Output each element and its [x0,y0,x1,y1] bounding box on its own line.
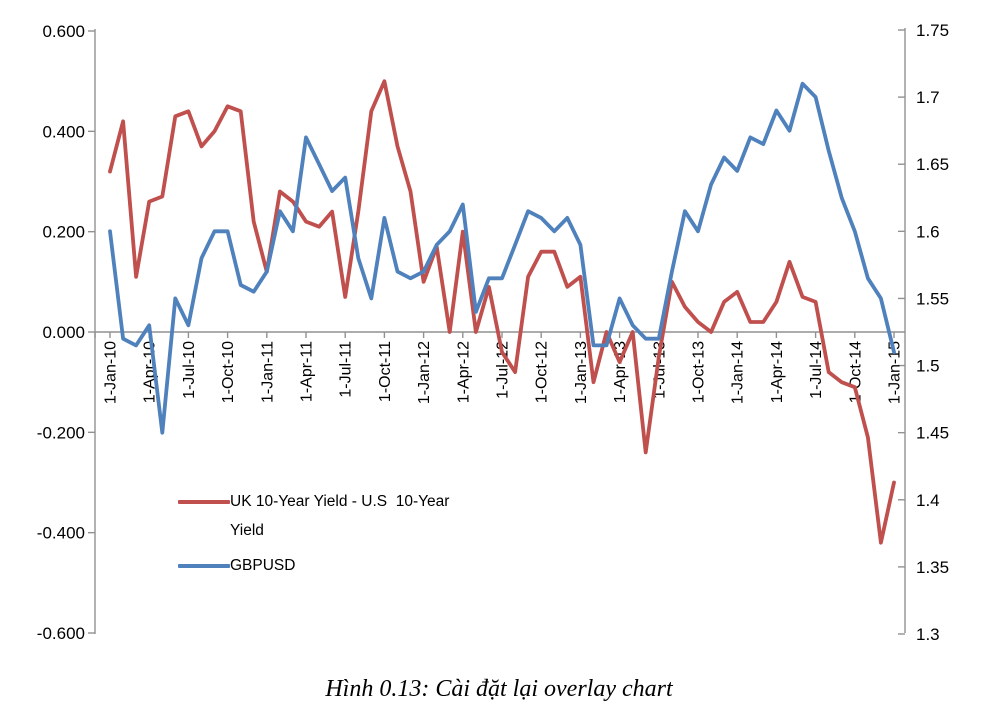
overlay-chart: 0.600 0.400 0.200 0.000 -0.200 -0.400 -0.600 1.… [37,21,949,644]
legend-label-yield-spread: UK 10-Year Yield - U.S 10-Year Yield [230,493,454,539]
x-axis-tick-label: 1-Apr-11 [299,341,316,402]
x-axis-tick-label: 1-Oct-10 [220,341,237,403]
right-axis-tick-label: 1.5 [916,357,940,376]
x-axis-tick-label: 1-Jul-11 [338,341,355,398]
right-axis-tick-label: 1.65 [916,155,949,174]
x-axis-tick-label: 1-Jul-14 [808,341,825,399]
x-axis-tick-label: 1-Jul-12 [495,341,512,399]
x-axis-tick-label: 1-Oct-12 [534,341,551,403]
left-axis-tick-label: 0.600 [42,22,85,41]
right-axis-tick-label: 1.45 [916,424,949,443]
x-axis-tick-label: 1-Jan-15 [887,341,904,404]
x-axis-tick-label: 1-Jul-10 [181,341,198,399]
left-axis-tick-label: -0.600 [37,624,85,643]
legend-item-yield-spread: UK 10-Year Yield - U.S 10-Year Yield [178,487,452,545]
right-axis-tick-label: 1.6 [916,222,940,241]
chart-legend: UK 10-Year Yield - U.S 10-Year Yield GBP… [178,487,452,580]
x-axis-tick-label: 1-Jan-11 [259,341,276,403]
right-axis-tick-label: 1.35 [916,558,949,577]
right-axis-tick-label: 1.3 [916,625,940,644]
right-axis-tick-label: 1.4 [916,491,940,510]
blue-line-swatch [178,564,230,568]
x-axis-tick-label: 1-Jan-14 [730,341,747,404]
series-line-yield-spread [108,79,896,545]
chart-caption: Hình 0.13: Cài đặt lại overlay chart [325,676,673,702]
x-axis-tick-label: 1-Oct-13 [691,341,708,403]
chart-canvas: 0.600 0.400 0.200 0.000 -0.200 -0.400 -0.600 1.… [37,21,949,644]
left-axis-tick-label: 0.200 [42,223,85,242]
right-axis-tick-label: 1.55 [916,289,949,308]
x-axis-tick-label: 1-Jan-13 [573,341,590,404]
right-axis-tick-label: 1.75 [916,21,949,40]
x-axis-tick-label: 1-Oct-11 [377,341,394,402]
legend-item-gbpusd: GBPUSD [178,551,452,580]
left-axis-tick-label: -0.200 [37,423,85,442]
series-line-gbpusd [108,81,896,435]
red-line-swatch [178,500,230,504]
x-axis-tick-label: 1-Jan-12 [416,341,433,404]
left-axis-tick-label: -0.400 [37,524,85,543]
x-axis-tick-label: 1-Jan-10 [103,341,120,404]
left-axis-tick-label: 0.000 [42,323,85,342]
right-axis-tick-label: 1.7 [916,88,940,107]
x-axis-tick-label: 1-Apr-12 [455,341,472,403]
legend-label-gbpusd: GBPUSD [230,557,296,574]
x-axis-tick-label: 1-Apr-14 [769,341,786,403]
left-axis-tick-label: 0.400 [42,122,85,141]
